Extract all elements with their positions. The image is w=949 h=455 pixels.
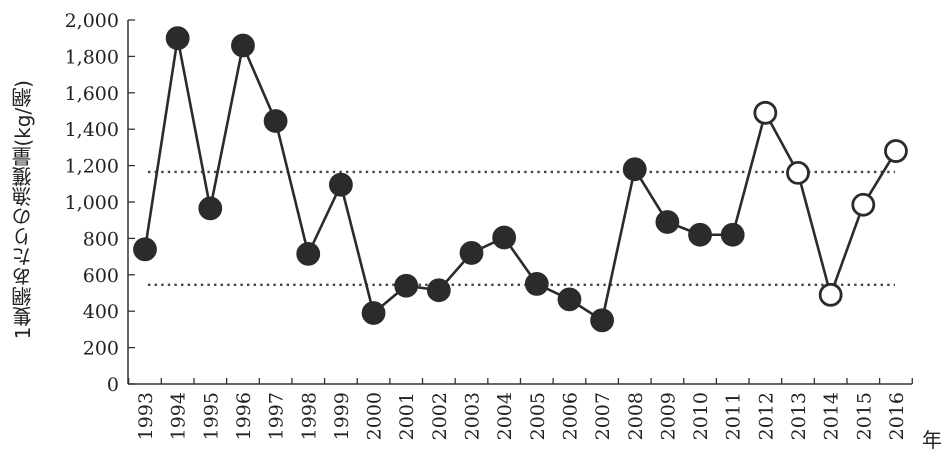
x-tick-label: 2008 [625, 392, 647, 440]
data-point [133, 237, 157, 262]
data-point-open [818, 282, 843, 307]
y-tick-label: 800 [83, 228, 119, 250]
data-point [622, 157, 647, 182]
x-tick-label: 2006 [559, 392, 581, 440]
y-tick-label: 1,200 [65, 156, 119, 178]
data-point-open [884, 139, 908, 163]
data-point [328, 172, 353, 197]
x-tick-label: 2000 [364, 392, 386, 440]
x-tick-label: 2004 [494, 392, 516, 440]
data-point [394, 273, 419, 298]
data-point [590, 308, 614, 333]
data-point [492, 225, 517, 250]
x-tick-label: 2015 [853, 392, 875, 440]
data-point [426, 278, 451, 303]
y-tick-label: 1,000 [65, 192, 119, 214]
x-tick-label: 2005 [527, 392, 549, 440]
data-point-open [786, 160, 810, 185]
y-tick-label: 2,000 [65, 10, 119, 32]
x-tick-label: 2010 [690, 392, 712, 440]
data-point-open [753, 100, 778, 125]
data-point [524, 271, 549, 296]
data-point [361, 301, 386, 325]
data-point [296, 241, 321, 266]
data-point [231, 33, 255, 58]
x-tick-label: 2002 [429, 392, 451, 440]
x-tick-label: 2013 [788, 392, 810, 440]
x-tick-label: 2012 [755, 392, 777, 440]
data-point [557, 287, 582, 312]
data-point [720, 222, 745, 247]
y-tick-label: 1,600 [65, 83, 119, 105]
data-point [459, 241, 484, 265]
y-tick-label: 200 [83, 338, 119, 360]
y-tick-label: 400 [83, 301, 119, 323]
y-tick-label: 0 [107, 374, 119, 396]
data-point [655, 210, 680, 234]
data-point [263, 109, 288, 133]
y-axis-title-text: 1隻網あたりの漁獲量(kg/網) [10, 80, 35, 340]
x-tick-label: 1996 [233, 392, 255, 440]
data-point-open [851, 192, 876, 217]
y-tick-label: 600 [83, 265, 119, 287]
y-tick-label: 1,800 [65, 46, 119, 68]
x-tick-label: 1994 [168, 392, 190, 440]
x-tick-label: 1995 [200, 392, 222, 440]
x-tick-label: 1993 [135, 392, 157, 440]
y-tick-label: 1,400 [65, 119, 119, 141]
data-point [165, 26, 190, 51]
x-tick-label: 2003 [462, 392, 484, 440]
series-line [143, 36, 898, 322]
x-tick-label: 2007 [592, 392, 614, 440]
x-tick-label: 2009 [657, 392, 679, 440]
data-point [198, 196, 223, 221]
x-axis-title: 年 [922, 428, 942, 452]
x-tick-label: 2016 [886, 392, 908, 440]
data-point [688, 222, 712, 247]
x-tick-label: 2011 [723, 392, 745, 440]
x-tick-label: 1999 [331, 392, 353, 440]
x-tick-label: 2001 [396, 392, 418, 440]
x-tick-label: 2014 [821, 392, 843, 440]
x-tick-label: 1998 [298, 392, 320, 440]
y-axis-title: 1隻網あたりの漁獲量(kg/網) [2, 40, 42, 380]
x-tick-label: 1997 [266, 392, 288, 440]
